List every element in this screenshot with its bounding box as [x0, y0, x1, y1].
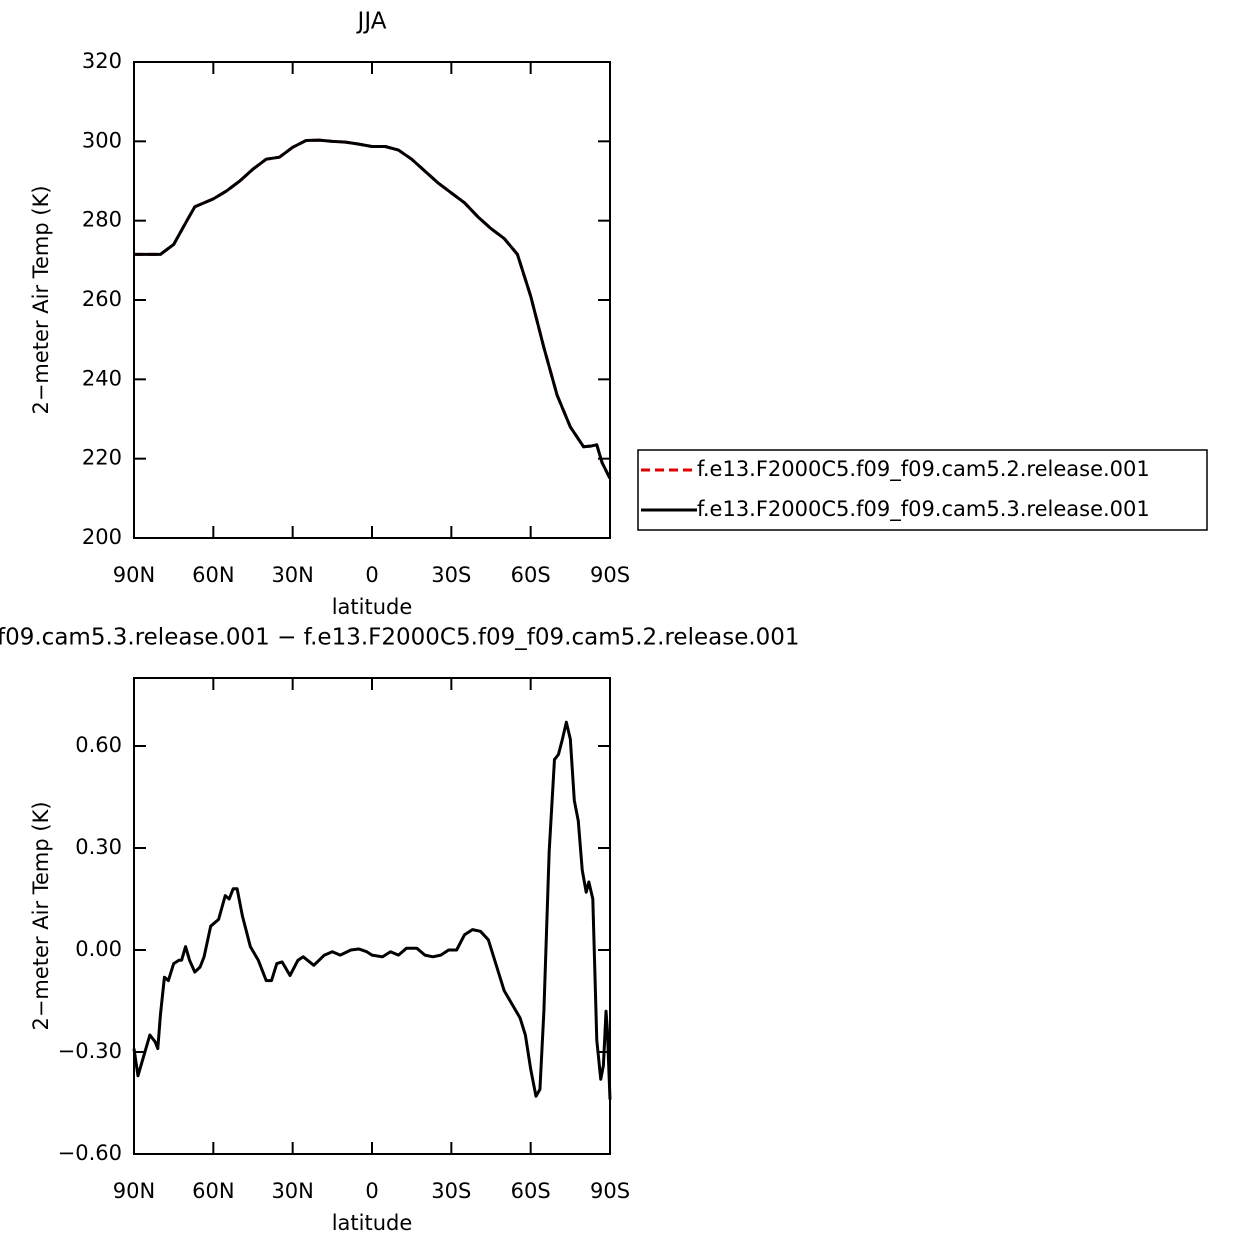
- y-tick-label: 0.30: [75, 835, 122, 859]
- y-tick-label: 220: [82, 446, 122, 470]
- y-tick-label: 280: [82, 208, 122, 232]
- y-tick-label: 260: [82, 287, 122, 311]
- plot-frame: [133, 61, 611, 539]
- y-tick-label: 300: [82, 128, 122, 152]
- x-tick-label: 30N: [271, 1179, 313, 1203]
- x-tick-label: 0: [365, 563, 378, 587]
- x-tick-label: 90N: [113, 1179, 155, 1203]
- x-tick-label: 30S: [431, 1179, 471, 1203]
- x-tick-label: 90S: [590, 1179, 630, 1203]
- x-tick-label: 0: [365, 1179, 378, 1203]
- legend-label: f.e13.F2000C5.f09_f09.cam5.3.release.001: [697, 497, 1150, 522]
- y-tick-label: 240: [82, 366, 122, 390]
- x-tick-label: 60N: [192, 1179, 234, 1203]
- x-tick-label: 90N: [113, 563, 155, 587]
- y-tick-label: 0.00: [75, 937, 122, 961]
- data-line: [134, 138, 612, 480]
- legend-label: f.e13.F2000C5.f09_f09.cam5.2.release.001: [697, 457, 1150, 482]
- x-tick-label: 60N: [192, 563, 234, 587]
- legend-box: [637, 449, 1208, 531]
- data-line: [134, 138, 612, 480]
- plot-frame: [133, 677, 611, 1155]
- y-tick-label: −0.60: [58, 1141, 122, 1165]
- x-tick-label: 30S: [431, 563, 471, 587]
- y-axis-label: 2−meter Air Temp (K): [29, 185, 53, 414]
- x-tick-label: 30N: [271, 563, 313, 587]
- x-tick-label: 90S: [590, 563, 630, 587]
- y-tick-label: 200: [82, 525, 122, 549]
- x-axis-label: latitude: [332, 1211, 413, 1235]
- chart-title: f09.cam5.3.release.001 − f.e13.F2000C5.f…: [0, 625, 800, 651]
- x-axis-label: latitude: [332, 595, 413, 619]
- y-tick-label: −0.30: [58, 1039, 122, 1063]
- x-tick-label: 60S: [511, 1179, 551, 1203]
- y-tick-label: 320: [82, 49, 122, 73]
- data-line: [132, 720, 612, 1100]
- y-axis-label: 2−meter Air Temp (K): [29, 801, 53, 1030]
- chart-title: JJA: [356, 9, 387, 35]
- x-tick-label: 60S: [511, 563, 551, 587]
- y-tick-label: 0.60: [75, 733, 122, 757]
